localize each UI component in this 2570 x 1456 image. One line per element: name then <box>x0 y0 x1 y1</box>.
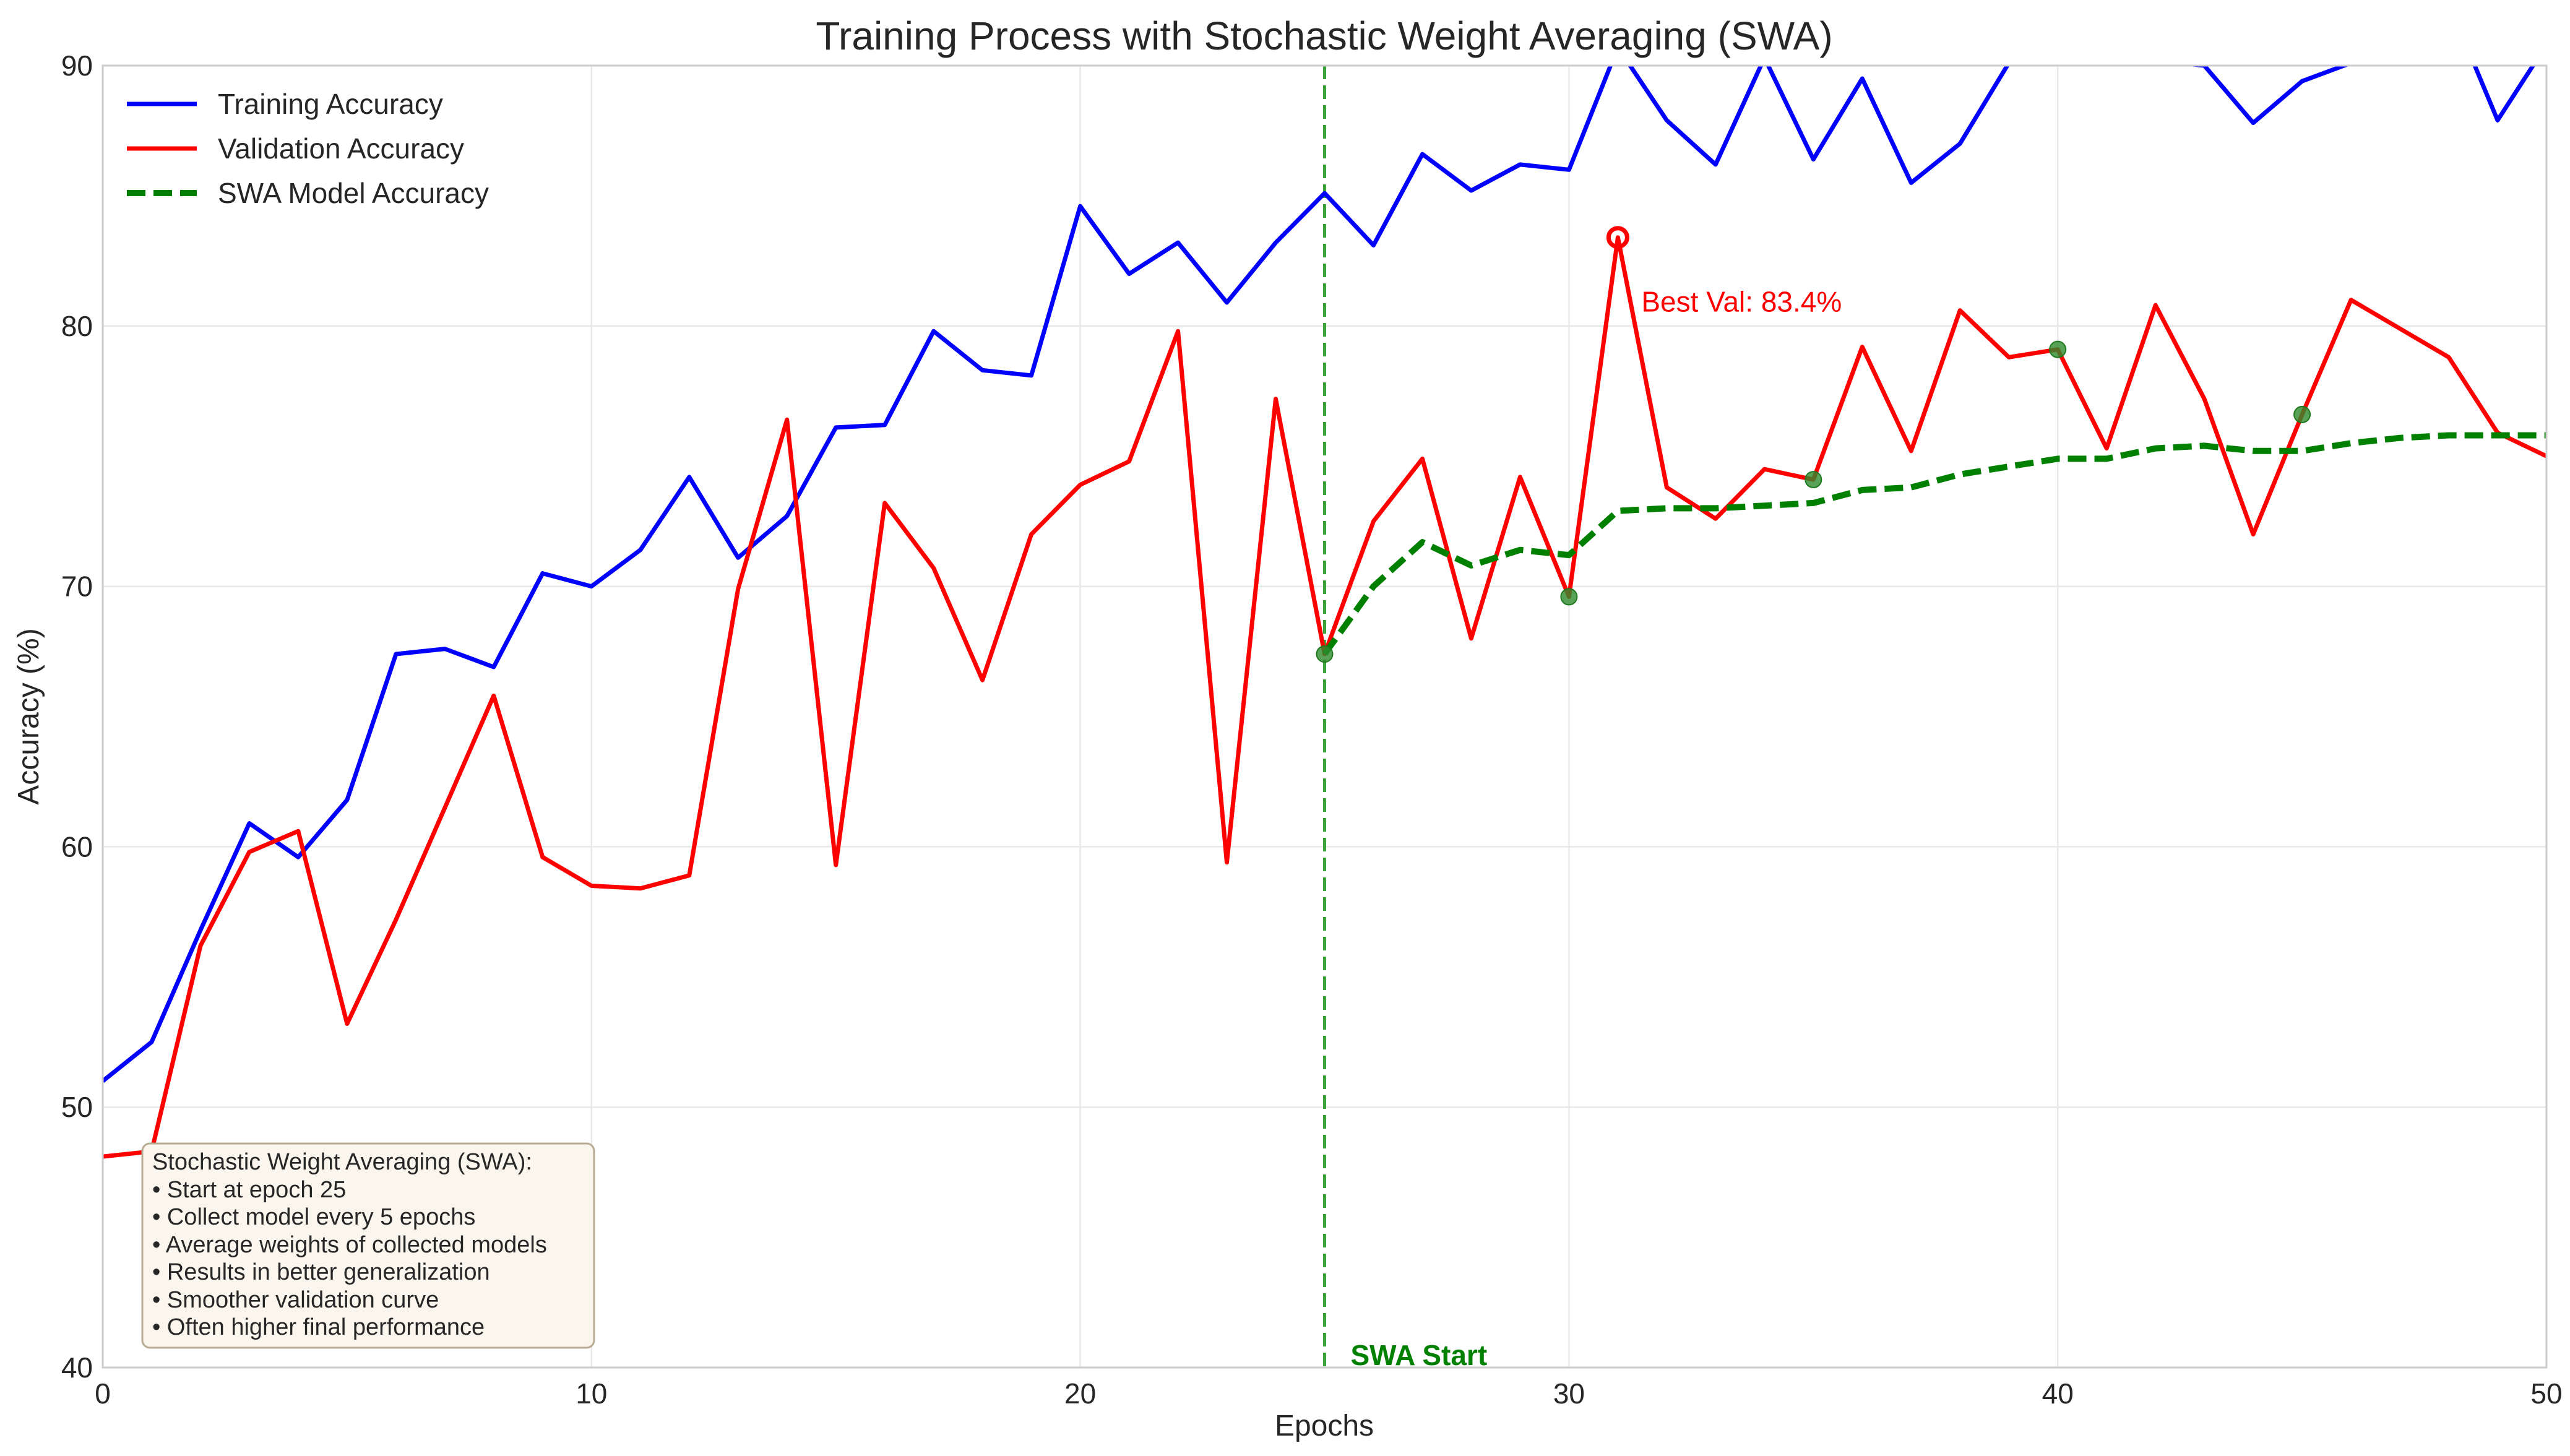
info-box-line: • Results in better generalization <box>152 1259 490 1285</box>
plot-frame <box>101 64 2548 1369</box>
marker-layer <box>1316 226 2311 663</box>
annotation-layer: Best Val: 83.4% SWA Start <box>1351 286 1842 1371</box>
y-axis-title: Accuracy (%) <box>12 628 45 804</box>
y-tick-label: 60 <box>61 830 93 863</box>
legend-label-validation: Validation Accuracy <box>218 132 464 165</box>
info-box-line: • Average weights of collected models <box>152 1232 547 1258</box>
swa-collection-point <box>1805 471 1822 489</box>
x-tick-label: 10 <box>576 1377 607 1410</box>
y-tick-label: 40 <box>61 1351 93 1384</box>
info-box-line: • Collect model every 5 epochs <box>152 1204 475 1230</box>
chart-title: Training Process with Stochastic Weight … <box>816 14 1832 58</box>
x-tick-label: 0 <box>95 1377 111 1410</box>
info-box-background <box>141 1142 595 1349</box>
legend-label-training: Training Accuracy <box>218 88 443 120</box>
y-tick-label: 50 <box>61 1091 93 1123</box>
swa-info-box: Stochastic Weight Averaging (SWA): • Sta… <box>141 1142 595 1349</box>
x-tick-label: 50 <box>2530 1377 2562 1410</box>
best-val-label: Best Val: 83.4% <box>1641 286 1842 318</box>
swa-collection-point <box>2049 340 2067 358</box>
swa-collection-point <box>1316 645 1334 663</box>
x-tick-label: 30 <box>1553 1377 1585 1410</box>
y-tick-label: 90 <box>61 50 93 82</box>
y-axis-ticks: 40 50 60 70 80 90 <box>61 50 93 1384</box>
info-box-heading: Stochastic Weight Averaging (SWA): <box>152 1149 532 1175</box>
info-box-line: • Start at epoch 25 <box>152 1177 346 1203</box>
training-accuracy-line <box>103 66 2536 1083</box>
x-tick-label: 20 <box>1064 1377 1096 1410</box>
swa-start-label: SWA Start <box>1351 1339 1488 1371</box>
y-tick-label: 80 <box>61 310 93 342</box>
info-box-line: • Often higher final performance <box>152 1314 485 1340</box>
legend-label-swa: SWA Model Accuracy <box>218 177 489 209</box>
swa-accuracy-line <box>1322 432 2546 656</box>
x-axis-title: Epochs <box>1275 1410 1374 1442</box>
legend: Training Accuracy Validation Accuracy SW… <box>127 88 489 209</box>
swa-collection-point <box>1560 588 1578 606</box>
x-tick-label: 40 <box>2042 1377 2074 1410</box>
y-tick-label: 70 <box>61 571 93 603</box>
x-axis-ticks: 0 10 20 30 40 50 <box>95 1377 2562 1410</box>
swa-collection-point <box>2293 405 2311 423</box>
info-box-line: • Smoother validation curve <box>152 1287 439 1313</box>
best-val-marker <box>1606 226 1629 249</box>
